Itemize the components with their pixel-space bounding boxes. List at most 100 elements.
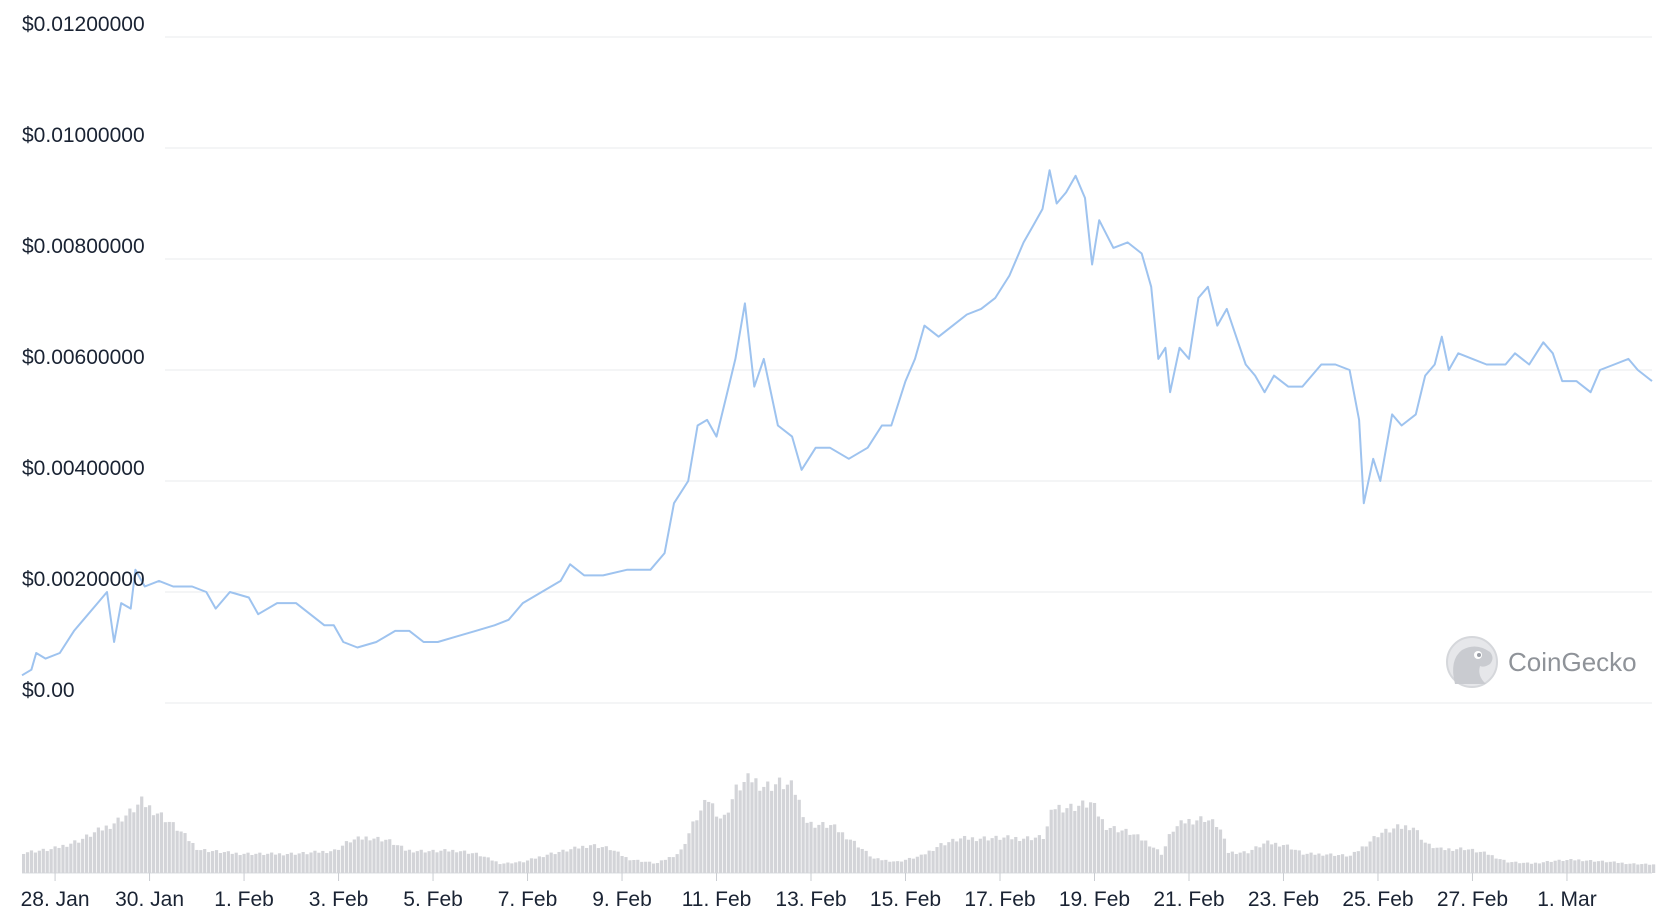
volume-bar: [22, 853, 26, 873]
volume-bar: [585, 847, 589, 873]
volume-bar: [1262, 843, 1266, 873]
volume-bar: [1029, 840, 1034, 873]
volume-bar: [663, 859, 667, 873]
volume-bars: [22, 773, 1656, 873]
x-tick-label: 27. Feb: [1437, 888, 1508, 911]
volume-bar: [899, 861, 904, 873]
x-tick-label: 3. Feb: [309, 888, 369, 911]
volume-bar: [549, 852, 553, 873]
volume-bar: [1486, 854, 1490, 873]
volume-bar: [931, 850, 935, 873]
volume-bar: [1459, 847, 1463, 873]
volume-bar: [360, 839, 364, 873]
y-axis-labels: $0.00 $0.00200000 $0.00400000 $0.00600000 $0…: [22, 13, 145, 702]
volume-bar: [1529, 863, 1534, 873]
volume-bar: [1309, 852, 1313, 873]
price-series[interactable]: [21, 169, 1653, 677]
volume-bar: [368, 840, 372, 873]
price-series-line[interactable]: [21, 169, 1653, 677]
volume-bar: [596, 848, 601, 873]
x-tick-label: 13. Feb: [775, 888, 846, 911]
volume-bar: [616, 851, 620, 873]
volume-bar: [411, 852, 415, 873]
volume-bar: [955, 841, 959, 873]
volume-bar: [226, 851, 230, 873]
volume-bar: [116, 817, 120, 873]
volume-bar: [722, 814, 727, 873]
volume-bar: [565, 851, 569, 873]
volume-bar: [1116, 832, 1120, 873]
volume-bar: [120, 821, 124, 873]
y-tick-label: $0.01000000: [22, 124, 145, 147]
volume-bar: [683, 843, 687, 873]
volume-bar: [207, 852, 211, 873]
volume-bar: [1285, 844, 1290, 873]
volume-bar: [466, 853, 471, 873]
volume-bar: [525, 860, 530, 873]
volume-bar: [1226, 852, 1230, 873]
volume-bar: [1415, 830, 1419, 873]
volume-bar: [569, 849, 573, 873]
volume-bar: [399, 845, 404, 873]
volume-bar: [1474, 852, 1479, 873]
volume-bar: [1305, 853, 1309, 873]
volume-bar: [1018, 841, 1022, 873]
volume-bar: [218, 852, 223, 873]
volume-bar: [482, 856, 486, 873]
volume-bar: [1557, 859, 1561, 873]
volume-bar: [1148, 846, 1152, 873]
volume-bar: [183, 833, 187, 873]
volume-bar: [817, 824, 821, 873]
volume-bar: [317, 852, 321, 873]
volume-bar: [285, 854, 289, 873]
volume-bar: [104, 825, 108, 873]
volume-bar: [1344, 856, 1349, 873]
volume-bar: [1144, 840, 1148, 873]
volume-bar: [801, 817, 805, 873]
volume-bar: [73, 840, 77, 873]
volume-bar: [1636, 864, 1640, 873]
volume-bar: [108, 828, 112, 873]
volume-bar: [84, 834, 89, 873]
volume-bar: [777, 777, 782, 873]
volume-bar: [1439, 847, 1443, 873]
volume-bar: [81, 838, 85, 873]
volume-bar: [1266, 840, 1270, 873]
volume-bar: [809, 821, 813, 873]
volume-bar: [970, 837, 975, 873]
volume-bar: [356, 836, 360, 873]
x-tick-label: 25. Feb: [1342, 888, 1413, 911]
volume-bar: [92, 832, 97, 873]
volume-bar: [1581, 861, 1585, 873]
volume-bar: [805, 822, 809, 873]
volume-bar: [1518, 863, 1522, 873]
volume-bar: [435, 852, 439, 873]
volume-bar: [711, 803, 715, 873]
volume-bar: [1211, 819, 1215, 873]
volume-bar: [1482, 851, 1486, 873]
volume-bar: [750, 782, 754, 873]
volume-bar: [781, 789, 786, 873]
volume-bar: [738, 790, 742, 873]
volume-bar: [884, 859, 888, 873]
volume-bar: [1061, 812, 1065, 873]
volume-bar: [1333, 855, 1337, 873]
volume-bar: [1608, 861, 1612, 873]
volume-bar: [1553, 860, 1557, 873]
volume-bar: [679, 849, 683, 873]
volume-bar: [1455, 849, 1459, 873]
volume-bar: [966, 839, 971, 873]
volume-bar: [1163, 846, 1167, 873]
volume-bar: [514, 862, 518, 873]
volume-bar: [1258, 847, 1262, 873]
volume-bar: [1195, 820, 1199, 873]
volume-bar: [1081, 800, 1085, 873]
volume-bar: [707, 801, 711, 873]
volume-bar: [1620, 862, 1624, 873]
volume-bar: [474, 852, 478, 873]
volume-bar: [1368, 841, 1372, 873]
volume-bar: [860, 848, 864, 873]
volume-bar: [1041, 839, 1045, 873]
volume-bar: [703, 799, 707, 873]
